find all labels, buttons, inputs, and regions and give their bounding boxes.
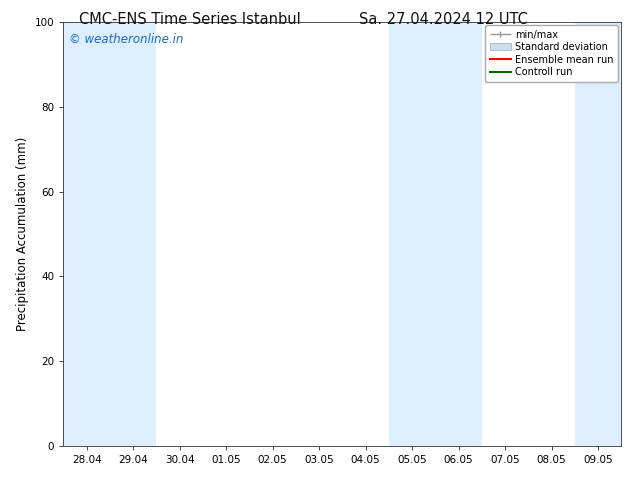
Bar — [575, 22, 621, 446]
Text: Sa. 27.04.2024 12 UTC: Sa. 27.04.2024 12 UTC — [359, 12, 528, 27]
Bar — [63, 22, 157, 446]
Text: © weatheronline.in: © weatheronline.in — [69, 33, 183, 46]
Legend: min/max, Standard deviation, Ensemble mean run, Controll run: min/max, Standard deviation, Ensemble me… — [485, 25, 618, 82]
Y-axis label: Precipitation Accumulation (mm): Precipitation Accumulation (mm) — [16, 137, 29, 331]
Bar — [389, 22, 482, 446]
Text: CMC-ENS Time Series Istanbul: CMC-ENS Time Series Istanbul — [79, 12, 301, 27]
